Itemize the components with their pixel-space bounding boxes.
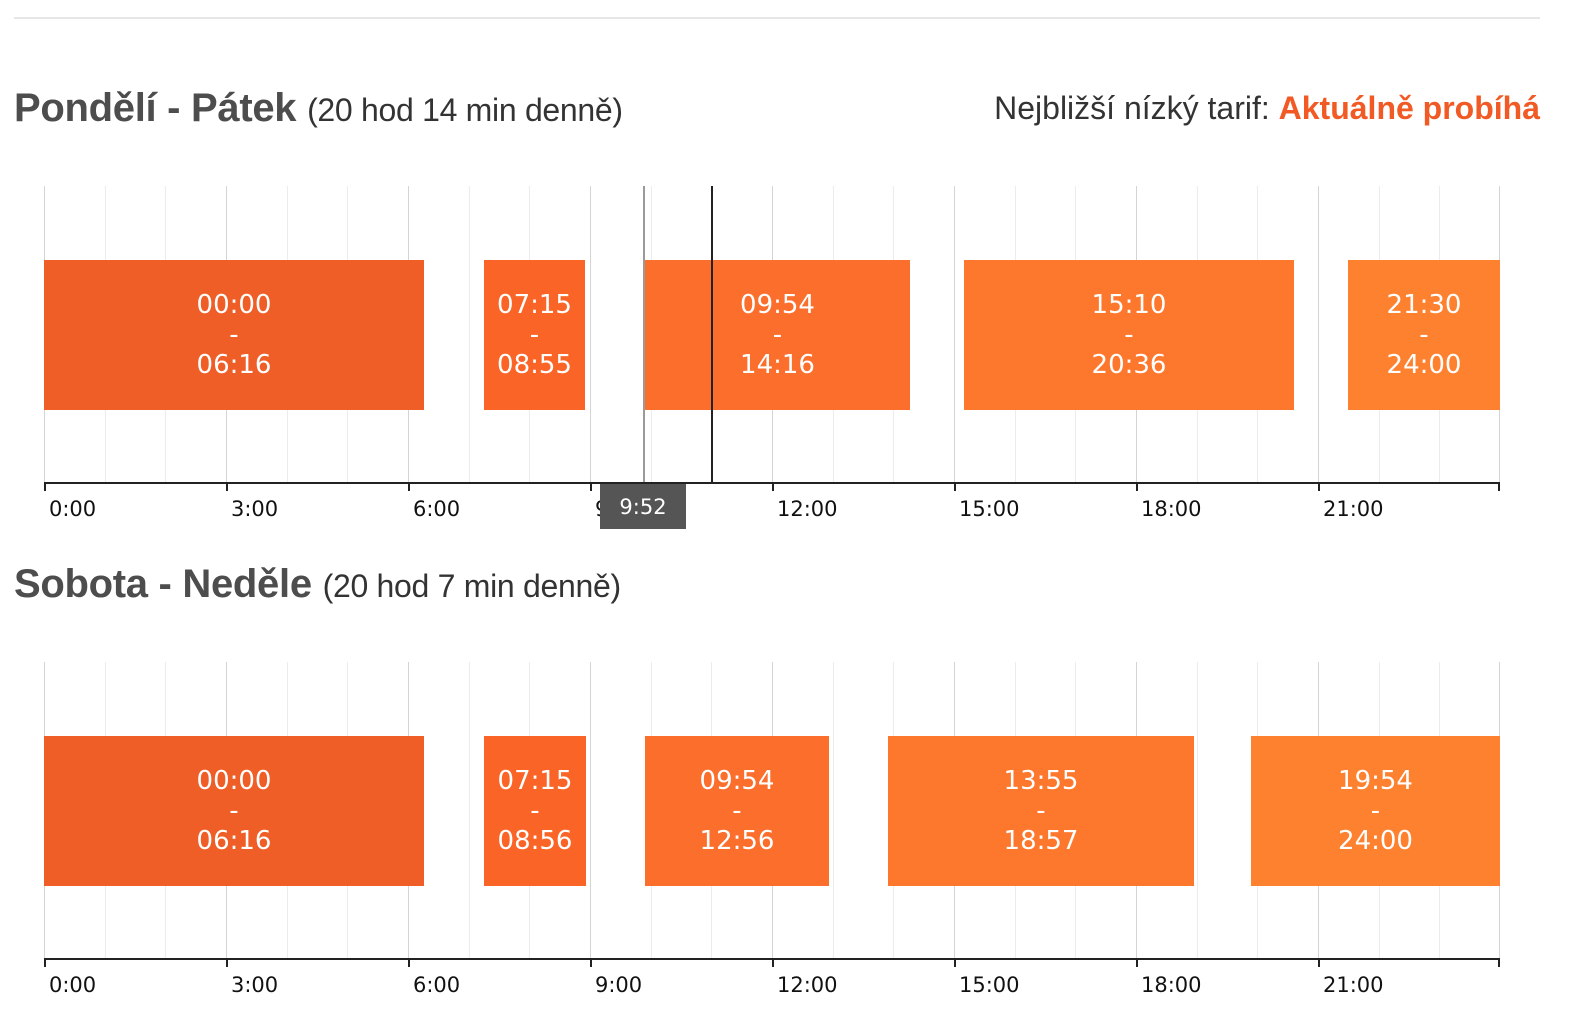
tariff-block[interactable]: 09:54-14:16: [645, 260, 910, 410]
axis-tick-label: 12:00: [777, 497, 838, 521]
tariff-block-sep: -: [1124, 320, 1134, 350]
tariff-block-start: 00:00: [196, 766, 272, 796]
tariff-block[interactable]: 19:54-24:00: [1251, 736, 1500, 886]
weekday-timeline[interactable]: 00:00-06:16 07:15-08:55 09:54-14:16 15:10-2…: [44, 186, 1500, 531]
grid-line-minor: [1197, 662, 1198, 958]
tariff-block-start: 00:00: [196, 290, 272, 320]
axis-tick: [1318, 482, 1320, 491]
tariff-block[interactable]: 21:30-24:00: [1348, 260, 1500, 410]
weekday-duration: (20 hod 14 min denně): [307, 92, 623, 128]
tariff-block-sep: -: [229, 320, 239, 350]
tariff-block-end: 14:16: [740, 350, 815, 380]
tariff-block-end: 18:57: [1003, 826, 1079, 856]
axis-tick: [954, 958, 956, 967]
tariff-block-end: 06:16: [196, 350, 272, 380]
tariff-block-start: 09:54: [740, 290, 815, 320]
axis-tick: [408, 482, 410, 491]
weekday-heading: Pondělí - Pátek (20 hod 14 min denně): [14, 86, 623, 131]
grid-line-major: [590, 662, 591, 958]
axis-tick: [226, 958, 228, 967]
axis-tick: [44, 958, 46, 967]
tariff-block-start: 09:54: [699, 766, 775, 796]
axis-tick-label: 6:00: [413, 973, 461, 997]
tariff-block-start: 07:15: [497, 290, 572, 320]
grid-line-minor: [469, 662, 470, 958]
axis-tick: [1318, 958, 1320, 967]
tariff-block-sep: -: [229, 796, 239, 826]
tariff-block-sep: -: [1370, 796, 1381, 826]
tariff-block-sep: -: [1419, 320, 1429, 350]
tariff-block[interactable]: 13:55-18:57: [888, 736, 1194, 886]
tariff-block-end: 08:56: [497, 826, 573, 856]
weekend-heading: Sobota - Neděle (20 hod 7 min denně): [14, 562, 621, 607]
axis-tick: [590, 482, 592, 491]
nearest-low-tariff-value: Aktuálně probíhá: [1278, 90, 1540, 126]
tariff-block[interactable]: 07:15-08:56: [484, 736, 586, 886]
axis-tick-label: 15:00: [959, 497, 1020, 521]
axis-tick-label: 21:00: [1323, 497, 1384, 521]
axis-tick-label: 9:00: [595, 973, 643, 997]
hover-line: [643, 186, 645, 482]
tariff-block-start: 07:15: [497, 766, 573, 796]
weekend-title: Sobota - Neděle: [14, 562, 312, 606]
tariff-block-start: 21:30: [1386, 290, 1462, 320]
axis-tick: [226, 482, 228, 491]
axis-tick-label: 0:00: [49, 973, 97, 997]
axis-tick: [1136, 482, 1138, 491]
axis-tick: [44, 482, 46, 491]
grid-line-minor: [833, 662, 834, 958]
axis-tick-label: 12:00: [777, 973, 838, 997]
axis-tick: [772, 482, 774, 491]
weekend-duration: (20 hod 7 min denně): [322, 568, 622, 604]
tariff-block-sep: -: [1036, 796, 1046, 826]
axis-tick-label: 6:00: [413, 497, 461, 521]
hover-time-tooltip: 9:52: [600, 484, 686, 529]
axis-tick-label: 3:00: [231, 497, 279, 521]
axis-tick: [408, 958, 410, 967]
tariff-block-end: 24:00: [1338, 826, 1413, 856]
axis-tick: [1498, 958, 1500, 967]
tariff-block[interactable]: 15:10-20:36: [964, 260, 1294, 410]
axis-tick: [954, 482, 956, 491]
weekend-timeline[interactable]: 00:00-06:16 07:15-08:56 09:54-12:56 13:55-1…: [44, 662, 1500, 1007]
current-time-line: [711, 186, 713, 482]
axis-tick-label: 18:00: [1141, 497, 1202, 521]
nearest-low-tariff: Nejbližší nízký tarif: Aktuálně probíhá: [994, 90, 1540, 127]
tariff-block-end: 24:00: [1386, 350, 1462, 380]
tariff-block-start: 19:54: [1338, 766, 1413, 796]
tariff-block[interactable]: 09:54-12:56: [645, 736, 829, 886]
tariff-block-sep: -: [530, 796, 540, 826]
tariff-block-start: 13:55: [1003, 766, 1079, 796]
nearest-low-tariff-label: Nejbližší nízký tarif:: [994, 90, 1270, 126]
axis-tick: [1498, 482, 1500, 491]
tariff-block-end: 06:16: [196, 826, 272, 856]
axis-tick-label: 0:00: [49, 497, 97, 521]
axis-tick-label: 18:00: [1141, 973, 1202, 997]
grid-line-minor: [469, 186, 470, 482]
tariff-block-sep: -: [732, 796, 742, 826]
weekday-title: Pondělí - Pátek: [14, 86, 297, 130]
axis-tick: [772, 958, 774, 967]
tariff-block-end: 20:36: [1091, 350, 1167, 380]
grid-line-major: [1318, 186, 1319, 482]
tariff-block-sep: -: [772, 320, 783, 350]
axis-tick-label: 3:00: [231, 973, 279, 997]
tariff-block-end: 08:55: [497, 350, 572, 380]
grid-line-major: [954, 186, 955, 482]
tariff-block-start: 15:10: [1091, 290, 1167, 320]
tariff-block[interactable]: 07:15-08:55: [484, 260, 585, 410]
top-divider: [14, 17, 1540, 19]
axis-tick-label: 21:00: [1323, 973, 1384, 997]
tariff-block[interactable]: 00:00-06:16: [44, 736, 424, 886]
axis-tick: [1136, 958, 1138, 967]
tariff-block[interactable]: 00:00-06:16: [44, 260, 424, 410]
axis-tick-label: 15:00: [959, 973, 1020, 997]
tariff-block-end: 12:56: [699, 826, 775, 856]
axis-tick: [590, 958, 592, 967]
tariff-block-sep: -: [529, 320, 540, 350]
grid-line-major: [590, 186, 591, 482]
